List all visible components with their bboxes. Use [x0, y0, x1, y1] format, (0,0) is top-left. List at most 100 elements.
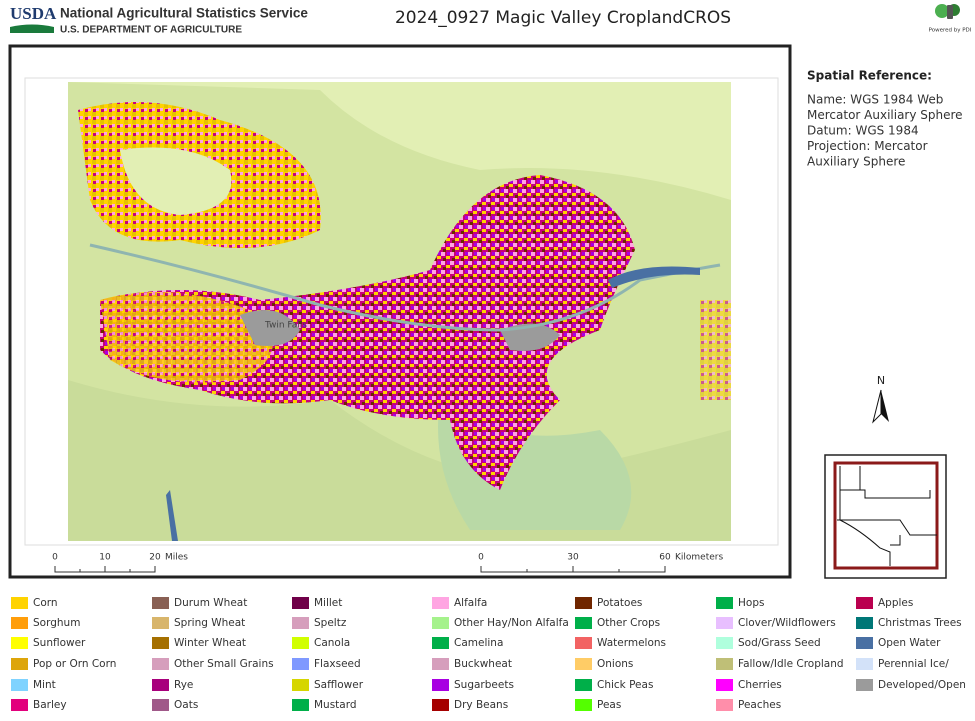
legend-swatch	[856, 679, 873, 691]
legend-label: Corn	[33, 597, 58, 609]
legend-label: Safflower	[314, 679, 364, 691]
scale-label: 10	[99, 553, 111, 563]
legend-label: Speltz	[314, 617, 347, 629]
legend-swatch	[292, 597, 309, 609]
legend-swatch	[856, 637, 873, 649]
legend-label: Durum Wheat	[174, 597, 247, 609]
scale-label: 60	[659, 553, 671, 563]
legend-swatch	[11, 637, 28, 649]
north-arrow: N	[872, 374, 889, 424]
legend-swatch	[11, 658, 28, 670]
legend-swatch	[575, 679, 592, 691]
legend-swatch	[152, 658, 169, 670]
legend-label: Camelina	[454, 637, 503, 649]
agency-name: National Agricultural Statistics Service	[60, 6, 308, 21]
spatial-reference-line: Name: WGS 1984 Web	[807, 93, 943, 107]
legend-swatch	[432, 679, 449, 691]
scale-label: 30	[567, 553, 579, 563]
legend-label: Canola	[314, 637, 350, 649]
legend-label: Peaches	[738, 699, 781, 711]
legend-label: Flaxseed	[314, 658, 361, 670]
scale-label: 0	[478, 553, 484, 563]
legend-label: Mustard	[314, 699, 357, 711]
legend-swatch	[856, 597, 873, 609]
legend-label: Millet	[314, 597, 342, 609]
legend-swatch	[152, 597, 169, 609]
legend-label: Other Crops	[597, 617, 660, 629]
legend-swatch	[11, 597, 28, 609]
legend-label: Other Small Grains	[174, 658, 274, 670]
legend-label: Fallow/Idle Cropland	[738, 658, 844, 670]
legend-swatch	[716, 679, 733, 691]
legend-swatch	[432, 637, 449, 649]
legend-swatch	[432, 699, 449, 711]
legend-swatch	[11, 699, 28, 711]
legend-swatch	[292, 658, 309, 670]
legend-swatch	[11, 617, 28, 629]
scale-bar-km: 0 30 60 Kilometers	[478, 553, 723, 573]
legend-label: Developed/Open	[878, 679, 966, 691]
legend-label: Winter Wheat	[174, 637, 246, 649]
scale-bar-miles: 0 10 20 Miles	[52, 553, 188, 573]
logo-swoosh	[10, 24, 54, 33]
legend-label: Spring Wheat	[174, 617, 245, 629]
legend-label: Sod/Grass Seed	[738, 637, 821, 649]
place-label: Twin Falls	[264, 321, 307, 331]
legend-swatch	[716, 699, 733, 711]
legend-label: Chick Peas	[597, 679, 653, 691]
legend-label: Alfalfa	[454, 597, 487, 609]
legend-label: Potatoes	[597, 597, 642, 609]
legend-swatch	[152, 679, 169, 691]
legend-label: Sugarbeets	[454, 679, 514, 691]
map-title: 2024_0927 Magic Valley CroplandCROS	[395, 8, 731, 28]
legend-label: Apples	[878, 597, 913, 609]
legend-swatch	[856, 617, 873, 629]
legend-label: Sorghum	[33, 617, 80, 629]
scale-label: 0	[52, 553, 58, 563]
legend-swatch	[716, 658, 733, 670]
legend-label: Oats	[174, 699, 198, 711]
spatial-reference-line: Datum: WGS 1984	[807, 124, 919, 138]
legend-label: Watermelons	[597, 637, 666, 649]
legend-swatch	[292, 617, 309, 629]
powered-by: Powered by PDI	[929, 28, 972, 34]
legend-swatch	[292, 699, 309, 711]
legend-swatch	[292, 637, 309, 649]
legend-label: Clover/Wildflowers	[738, 617, 836, 629]
legend-label: Buckwheat	[454, 658, 512, 670]
legend-label: Hops	[738, 597, 764, 609]
legend-label: Peas	[597, 699, 621, 711]
legend-swatch	[152, 637, 169, 649]
legend-swatch	[575, 597, 592, 609]
legend-label: Mint	[33, 679, 56, 691]
logo-text: USDA	[10, 4, 57, 23]
north-label: N	[877, 374, 885, 387]
legend-label: Onions	[597, 658, 633, 670]
legend-swatch	[575, 699, 592, 711]
spatial-reference-line: Mercator Auxiliary Sphere	[807, 108, 963, 122]
legend-swatch	[856, 658, 873, 670]
legend-swatch	[432, 617, 449, 629]
legend-swatch	[575, 658, 592, 670]
legend-label: Open Water	[878, 637, 941, 649]
legend-label: Pop or Orn Corn	[33, 658, 116, 670]
legend-swatch	[152, 617, 169, 629]
legend-label: Other Hay/Non Alfalfa	[454, 617, 569, 629]
legend-swatch	[432, 597, 449, 609]
spatial-reference-heading: Spatial Reference:	[807, 69, 932, 83]
legend-swatch	[716, 597, 733, 609]
legend-label: Perennial Ice/	[878, 658, 949, 670]
usda-logo: USDA	[10, 4, 57, 33]
legend-swatch	[575, 637, 592, 649]
legend: Corn Sorghum Sunflower Pop or Orn Corn Mint B…	[11, 597, 966, 711]
map-imagery: Twin Falls	[68, 82, 731, 541]
scale-unit: Kilometers	[675, 553, 723, 563]
legend-swatch	[716, 617, 733, 629]
scale-label: 20	[149, 553, 161, 563]
legend-label: Cherries	[738, 679, 782, 691]
legend-swatch	[716, 637, 733, 649]
legend-label: Sunflower	[33, 637, 86, 649]
scale-unit: Miles	[165, 553, 188, 563]
